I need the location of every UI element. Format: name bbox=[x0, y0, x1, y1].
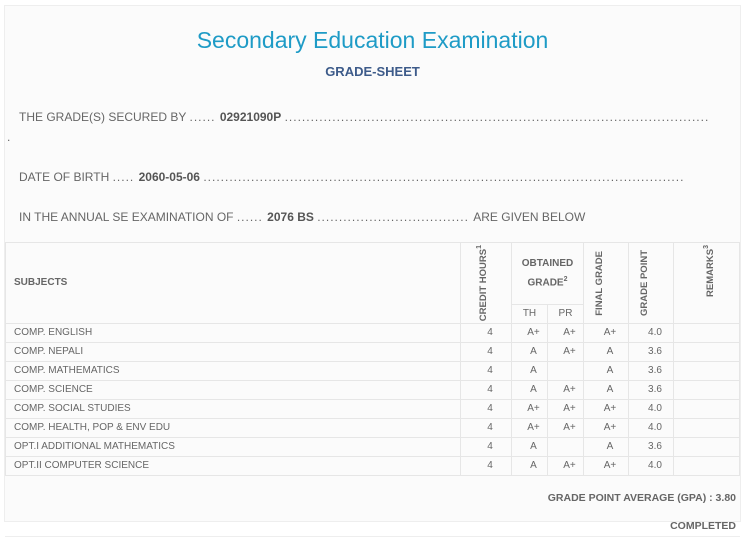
results-section: SUBJECTS CREDIT HOURS1 OBTAINED GRADE2 F… bbox=[5, 241, 740, 537]
leader-dots: ................................... bbox=[317, 210, 474, 224]
table-row: OPT.I ADDITIONAL MATHEMATICS 4 A A 3.6 bbox=[5, 437, 740, 458]
cell-credit: 4 bbox=[460, 399, 512, 420]
cell-th: A bbox=[511, 437, 548, 458]
cell-th: A+ bbox=[511, 418, 548, 439]
table-row: COMP. SCIENCE 4 A A+ A 3.6 bbox=[5, 380, 740, 401]
cell-credit: 4 bbox=[460, 418, 512, 439]
cell-final: A bbox=[583, 437, 629, 458]
exam-line: IN THE ANNUAL SE EXAMINATION OF ...... 2… bbox=[19, 210, 734, 225]
cell-credit: 4 bbox=[460, 361, 512, 382]
table-row: COMP. NEPALI 4 A A+ A 3.6 bbox=[5, 342, 740, 363]
table-row: COMP. HEALTH, POP & ENV EDU 4 A+ A+ A+ 4.0 bbox=[5, 418, 740, 439]
header-grade-point: GRADE POINT bbox=[628, 241, 674, 325]
cell-point: 4.0 bbox=[628, 418, 674, 439]
cell-final: A bbox=[583, 361, 629, 382]
leader-dots: ..... bbox=[112, 170, 139, 184]
cell-th: A+ bbox=[511, 399, 548, 420]
cell-point: 4.0 bbox=[628, 323, 674, 344]
cell-subject: COMP. ENGLISH bbox=[5, 323, 461, 344]
cell-th: A bbox=[511, 342, 548, 363]
cell-pr: A+ bbox=[547, 380, 584, 401]
cell-subject: COMP. MATHEMATICS bbox=[5, 361, 461, 382]
header-pr: PR bbox=[547, 304, 584, 325]
cell-pr: A+ bbox=[547, 399, 584, 420]
header-obtained-grade: OBTAINED GRADE2 bbox=[511, 241, 584, 306]
table-row: COMP. ENGLISH 4 A+ A+ A+ 4.0 bbox=[5, 323, 740, 344]
header-credit-hours: CREDIT HOURS1 bbox=[460, 241, 512, 325]
cell-subject: COMP. NEPALI bbox=[5, 342, 461, 363]
page-title: Secondary Education Examination bbox=[196, 27, 549, 53]
result-status: COMPLETED bbox=[670, 520, 736, 533]
secured-by-label: THE GRADE(S) SECURED BY bbox=[19, 110, 187, 124]
table-row: COMP. MATHEMATICS 4 A A 3.6 bbox=[5, 361, 740, 382]
table-row: OPT.II COMPUTER SCIENCE 4 A A+ A+ 4.0 bbox=[5, 456, 740, 477]
cell-subject: COMP. SCIENCE bbox=[5, 380, 461, 401]
cell-remarks bbox=[673, 342, 740, 363]
symbol-number: 02921090P bbox=[219, 110, 282, 124]
cell-th: A bbox=[511, 456, 548, 477]
cell-remarks bbox=[673, 323, 740, 344]
leader-dots: ...... bbox=[189, 110, 220, 124]
cell-pr bbox=[547, 437, 584, 458]
cell-remarks bbox=[673, 437, 740, 458]
cell-pr: A+ bbox=[547, 456, 584, 477]
cell-pr: A+ bbox=[547, 323, 584, 344]
cell-credit: 4 bbox=[460, 380, 512, 401]
cell-credit: 4 bbox=[460, 323, 512, 344]
cell-subject: COMP. HEALTH, POP & ENV EDU bbox=[5, 418, 461, 439]
cell-final: A+ bbox=[583, 323, 629, 344]
header-subjects: SUBJECTS bbox=[5, 241, 461, 325]
leader-dots: ........................................… bbox=[203, 170, 685, 184]
cell-remarks bbox=[673, 380, 740, 401]
secured-by-line: THE GRADE(S) SECURED BY ...... 02921090P… bbox=[19, 110, 734, 125]
cell-credit: 4 bbox=[460, 456, 512, 477]
cell-th: A bbox=[511, 380, 548, 401]
leader-dots: ...... bbox=[236, 210, 268, 224]
cell-point: 3.6 bbox=[628, 437, 674, 458]
page-subtitle: GRADE-SHEET bbox=[325, 64, 420, 79]
cell-credit: 4 bbox=[460, 437, 512, 458]
cell-point: 3.6 bbox=[628, 361, 674, 382]
cell-pr bbox=[547, 361, 584, 382]
table-row: COMP. SOCIAL STUDIES 4 A+ A+ A+ 4.0 bbox=[5, 399, 740, 420]
cell-th: A bbox=[511, 361, 548, 382]
cell-pr: A+ bbox=[547, 418, 584, 439]
cell-point: 4.0 bbox=[628, 456, 674, 477]
cell-final: A+ bbox=[583, 418, 629, 439]
cell-credit: 4 bbox=[460, 342, 512, 363]
header-final-grade: FINAL GRADE bbox=[583, 241, 629, 325]
cell-subject: OPT.II COMPUTER SCIENCE bbox=[5, 456, 461, 477]
header-th: TH bbox=[511, 304, 548, 325]
leader-dot: . bbox=[7, 130, 11, 144]
cell-subject: OPT.I ADDITIONAL MATHEMATICS bbox=[5, 437, 461, 458]
cell-final: A+ bbox=[583, 399, 629, 420]
exam-label: IN THE ANNUAL SE EXAMINATION OF bbox=[19, 210, 234, 224]
cell-point: 3.6 bbox=[628, 342, 674, 363]
leader-dots: ........................................… bbox=[284, 110, 710, 124]
cell-th: A+ bbox=[511, 323, 548, 344]
gpa: GRADE POINT AVERAGE (GPA) : 3.80 bbox=[547, 492, 736, 505]
cell-point: 4.0 bbox=[628, 399, 674, 420]
cell-point: 3.6 bbox=[628, 380, 674, 401]
grade-sheet: Secondary Education Examination GRADE-SH… bbox=[4, 5, 741, 537]
dob-line: DATE OF BIRTH ..... 2060-05-06 .........… bbox=[19, 170, 734, 185]
exam-suffix: ARE GIVEN BELOW bbox=[473, 210, 586, 224]
dob-value: 2060-05-06 bbox=[138, 170, 200, 184]
dob-label: DATE OF BIRTH bbox=[19, 170, 110, 184]
cell-final: A bbox=[583, 380, 629, 401]
cell-remarks bbox=[673, 456, 740, 477]
cell-pr: A+ bbox=[547, 342, 584, 363]
cell-remarks bbox=[673, 361, 740, 382]
cell-final: A+ bbox=[583, 456, 629, 477]
cell-final: A bbox=[583, 342, 629, 363]
cell-remarks bbox=[673, 399, 740, 420]
header-remarks: REMARKS3 bbox=[673, 241, 740, 325]
exam-year: 2076 BS bbox=[267, 210, 314, 224]
cell-subject: COMP. SOCIAL STUDIES bbox=[5, 399, 461, 420]
cell-remarks bbox=[673, 418, 740, 439]
grades-table: SUBJECTS CREDIT HOURS1 OBTAINED GRADE2 F… bbox=[5, 241, 740, 477]
